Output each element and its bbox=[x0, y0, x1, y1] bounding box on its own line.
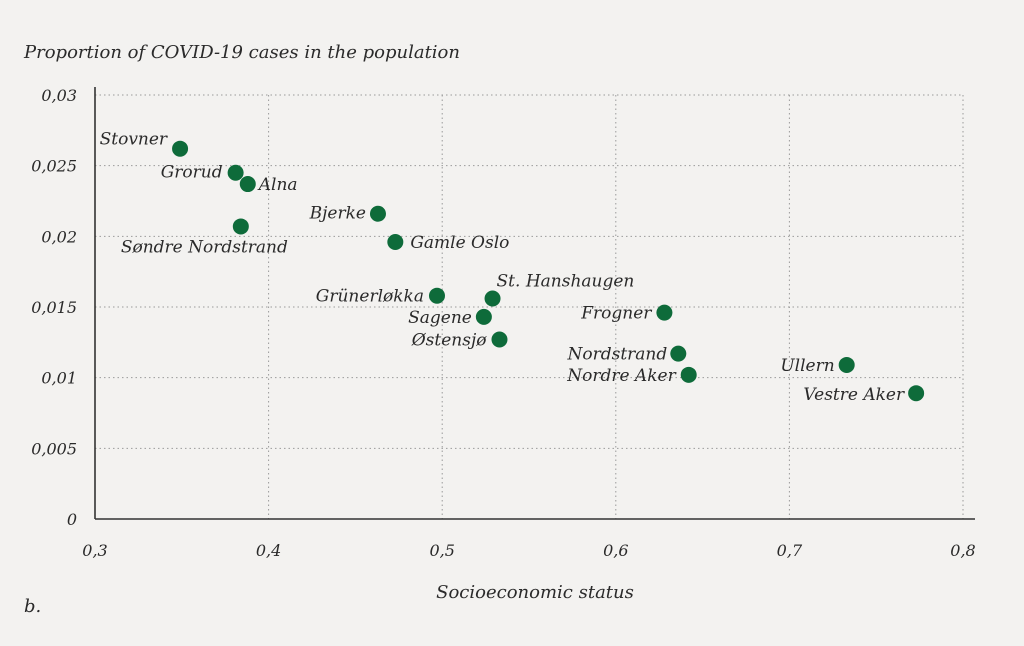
point-label: Stovner bbox=[100, 130, 168, 150]
point-label: Frogner bbox=[580, 304, 652, 324]
x-tick-label: 0,7 bbox=[777, 541, 803, 560]
data-point bbox=[227, 164, 244, 181]
y-tick-label: 0,02 bbox=[41, 227, 77, 246]
point-label: Bjerke bbox=[309, 204, 366, 224]
data-point bbox=[670, 345, 687, 362]
point-label: Søndre Nordstrand bbox=[121, 237, 288, 257]
point-label: St. Hanshaugen bbox=[497, 272, 635, 292]
data-point bbox=[491, 331, 508, 348]
data-point bbox=[232, 218, 249, 235]
data-point bbox=[172, 140, 189, 157]
point-label: Østensjø bbox=[411, 331, 487, 351]
y-tick-label: 0,03 bbox=[41, 86, 77, 105]
x-axis-title: Socioeconomic status bbox=[436, 582, 634, 603]
data-point bbox=[475, 308, 492, 325]
point-label: Grorud bbox=[161, 163, 223, 183]
x-tick-label: 0,5 bbox=[429, 541, 454, 560]
x-tick-label: 0,4 bbox=[256, 541, 281, 560]
y-tick-label: 0,005 bbox=[31, 439, 77, 458]
x-tick-label: 0,3 bbox=[82, 541, 107, 560]
panel-label: b. bbox=[24, 596, 42, 617]
point-label: Ullern bbox=[780, 356, 834, 376]
data-point bbox=[239, 176, 256, 193]
data-point bbox=[484, 290, 501, 307]
y-tick-label: 0,015 bbox=[31, 298, 77, 317]
y-axis-title: Proportion of COVID-19 cases in the popu… bbox=[24, 42, 460, 63]
data-point bbox=[387, 233, 404, 250]
point-label: Vestre Aker bbox=[803, 385, 905, 405]
data-point bbox=[908, 385, 925, 402]
data-point bbox=[428, 287, 445, 304]
y-tick-label: 0,01 bbox=[41, 369, 77, 388]
data-point bbox=[680, 366, 697, 383]
x-tick-label: 0,6 bbox=[603, 541, 628, 560]
point-label: Sagene bbox=[408, 308, 472, 328]
data-point bbox=[656, 304, 673, 321]
point-label: Gamle Oslo bbox=[410, 233, 509, 253]
data-point bbox=[838, 356, 855, 373]
y-tick-label: 0,025 bbox=[31, 157, 77, 176]
point-label: Nordstrand bbox=[567, 345, 668, 365]
point-label: Nordre Aker bbox=[566, 366, 676, 386]
y-tick-label: 0 bbox=[67, 510, 77, 529]
point-label: Alna bbox=[257, 175, 298, 195]
data-point bbox=[369, 205, 386, 222]
point-label: Grünerløkka bbox=[316, 287, 424, 307]
x-tick-label: 0,8 bbox=[950, 541, 975, 560]
